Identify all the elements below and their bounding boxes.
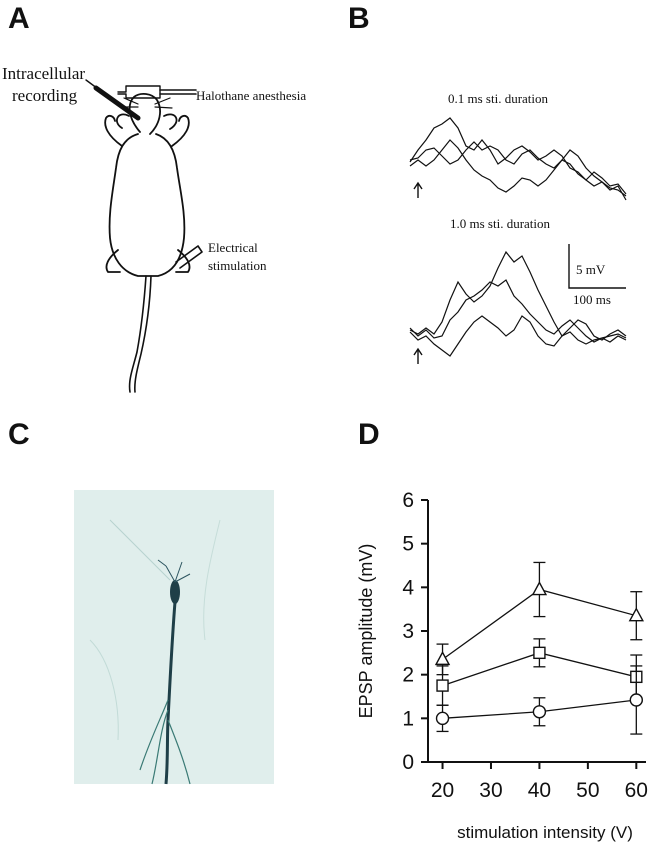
x-tick-label: 50 — [576, 779, 599, 802]
y-tick-label: 4 — [402, 576, 414, 599]
y-tick-label: 6 — [402, 489, 414, 512]
data-point-triangle — [434, 650, 451, 666]
scale-bar — [568, 244, 626, 289]
trace-title-1: 0.1 ms sti. duration — [448, 91, 549, 106]
epsp-traces — [409, 117, 627, 357]
trace-bottom-2 — [409, 279, 627, 343]
stimulation-label-line1: Electrical — [208, 240, 258, 255]
panel-a-letter: A — [8, 2, 30, 35]
stimulus-arrow-icons — [413, 181, 423, 364]
data-point-triangle — [628, 607, 644, 622]
stimulus-arrow-bottom-icon — [413, 347, 423, 364]
anesthesia-label: Halothane anesthesia — [196, 88, 307, 103]
trace-bottom-1 — [409, 250, 627, 341]
data-point-circle — [435, 711, 450, 726]
x-tick-label: 20 — [431, 779, 454, 802]
stimulation-label-line2: stimulation — [208, 258, 267, 273]
data-point-triangle — [531, 581, 548, 596]
x-tick-label: 30 — [479, 779, 502, 802]
trace-title-2: 1.0 ms sti. duration — [450, 216, 551, 231]
y-tick-label: 5 — [402, 533, 414, 556]
y-tick-label: 0 — [402, 751, 414, 774]
rat-drawing — [85, 79, 203, 393]
epsp-chart: 0 1 2 3 4 5 6 20 30 40 50 60 stimulation intensity (… — [356, 489, 648, 842]
trace-bottom-3 — [409, 315, 627, 357]
y-tick-label: 1 — [402, 707, 414, 730]
panel-d-letter: D — [358, 418, 380, 451]
x-axis-label: stimulation intensity (V) — [457, 823, 633, 842]
y-tick-label: 2 — [402, 664, 414, 687]
trace-top-3 — [409, 139, 627, 195]
data-point-circle — [629, 693, 644, 707]
x-tick-label: 40 — [528, 779, 551, 802]
recording-label-line2: recording — [12, 86, 78, 105]
recording-label-line1: Intracellular — [2, 64, 86, 83]
trace-top-1 — [409, 117, 627, 197]
x-tick-label: 60 — [625, 779, 648, 802]
data-point-square — [436, 679, 449, 692]
panel-b-letter: B — [348, 2, 370, 35]
data-point-circle — [532, 705, 547, 719]
panel-c-letter: C — [8, 418, 30, 451]
y-axis-label: EPSP amplitude (mV) — [356, 544, 376, 719]
data-point-square — [533, 646, 546, 660]
neuron-stain-image — [74, 490, 274, 785]
y-tick-label: 3 — [402, 620, 414, 643]
scale-time-label: 100 ms — [573, 292, 611, 307]
scale-voltage-label: 5 mV — [576, 262, 606, 277]
stimulus-arrow-top-icon — [413, 181, 423, 198]
trace-top-2 — [409, 141, 627, 201]
